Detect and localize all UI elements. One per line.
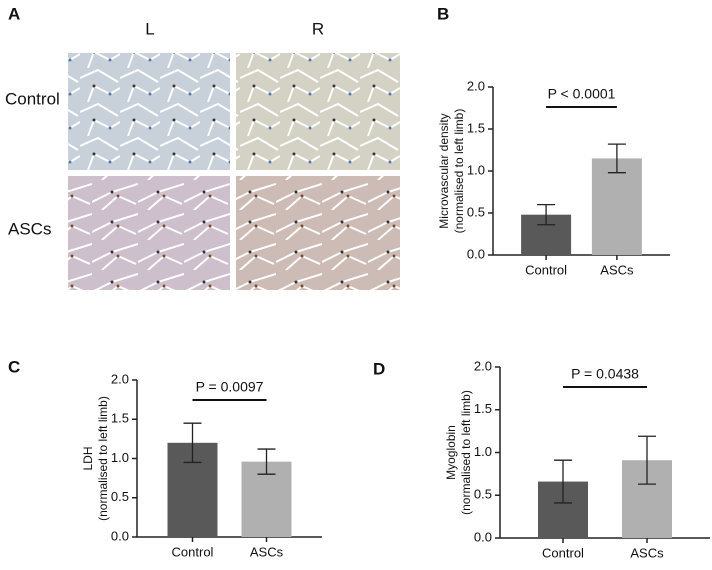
row-label: ASCs [8, 219, 51, 238]
panel-label: B [437, 4, 449, 23]
y-tick-label: 0.5 [467, 204, 485, 219]
column-label: L [145, 19, 154, 38]
y-axis-label: Microvascular density [437, 113, 451, 228]
panel-label: D [373, 359, 385, 378]
y-tick-label: 2.0 [467, 78, 485, 93]
panel-label: A [8, 4, 20, 23]
y-tick-label: 1.5 [474, 401, 492, 416]
bar [591, 158, 642, 255]
y-axis-label: (normalised to left limb) [459, 390, 473, 515]
y-axis-label: (normalised to left limb) [452, 109, 466, 234]
y-tick-label: 1.0 [111, 450, 129, 465]
y-tick-label: 1.5 [111, 411, 129, 426]
y-tick-label: 1.0 [467, 162, 485, 177]
y-tick-label: 0.0 [474, 529, 492, 544]
y-tick-label: 0.5 [474, 487, 492, 502]
annotation: P < 0.0001 [548, 86, 616, 102]
micrographs [68, 53, 400, 290]
error-bar [183, 422, 202, 464]
y-tick-label: 1.5 [467, 120, 485, 135]
annotation: P = 0.0097 [196, 379, 264, 395]
y-tick-label: 0.0 [467, 246, 485, 261]
y-tick-label: 1.0 [474, 444, 492, 459]
error-bar [537, 203, 556, 226]
x-tick-label: ASCs [250, 544, 284, 559]
y-tick-label: 2.0 [111, 371, 129, 386]
x-tick-label: Control [542, 545, 584, 560]
annotation: P = 0.0438 [571, 366, 639, 382]
error-bar [257, 448, 276, 475]
error-bar [554, 459, 572, 504]
y-tick-label: 0.0 [111, 528, 129, 543]
y-axis-label: LDH [81, 446, 95, 470]
x-tick-label: Control [172, 544, 214, 559]
panel-label: C [8, 357, 20, 376]
x-tick-label: ASCs [630, 545, 664, 560]
y-tick-label: 0.5 [111, 489, 129, 504]
x-tick-label: Control [525, 262, 567, 277]
column-label: R [312, 19, 324, 38]
y-axis-label: (normalised to left limb) [96, 396, 110, 521]
y-axis-label: Myoglobin [444, 425, 458, 480]
error-bar [638, 435, 656, 485]
y-tick-label: 2.0 [474, 358, 492, 373]
x-tick-label: ASCs [600, 262, 634, 277]
error-bar [607, 143, 626, 174]
row-label: Control [5, 89, 60, 108]
